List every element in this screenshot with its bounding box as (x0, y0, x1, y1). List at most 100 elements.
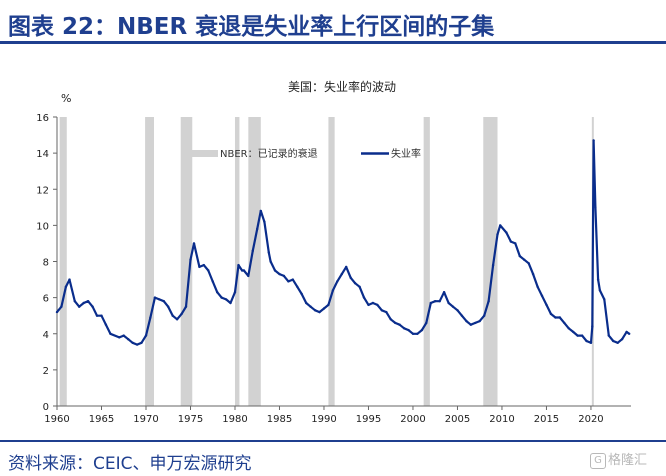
data-point (269, 260, 272, 263)
data-point (563, 321, 566, 325)
x-tick-label: 2020 (578, 414, 603, 425)
data-point (82, 301, 85, 305)
data-point (592, 139, 595, 142)
data-point (394, 321, 397, 325)
source-note: 资料来源：CEIC、申万宏源研究 (8, 454, 252, 474)
data-point (331, 289, 335, 292)
data-point (135, 343, 139, 346)
data-point (313, 309, 317, 312)
data-point (491, 263, 495, 267)
watermark: G 格隆汇 (590, 449, 647, 469)
x-tick-label: 1975 (178, 414, 203, 425)
data-point (591, 325, 594, 328)
data-point (460, 314, 464, 317)
data-point (55, 310, 59, 314)
data-point (607, 334, 610, 337)
data-point (389, 318, 392, 321)
y-tick-label: 8 (43, 258, 49, 269)
data-point (620, 338, 624, 341)
data-point (416, 332, 419, 335)
data-point (425, 321, 428, 325)
data-point (180, 312, 183, 316)
data-point (603, 298, 606, 301)
data-point (580, 334, 584, 337)
data-point (496, 233, 499, 236)
data-point (527, 262, 530, 265)
data-point (509, 240, 513, 243)
data-point (202, 263, 205, 267)
data-point (153, 296, 157, 299)
data-point (545, 303, 548, 307)
recession-bands (59, 117, 594, 406)
x-tick-label: 2010 (489, 414, 514, 425)
y-tick-label: 10 (36, 221, 49, 232)
data-point (398, 323, 401, 326)
legend-series-label: 失业率 (391, 147, 421, 160)
recession-band-2 (180, 117, 193, 406)
data-point (162, 300, 165, 303)
data-point (220, 296, 223, 299)
data-point (211, 280, 214, 283)
data-point (198, 265, 201, 269)
data-point (86, 300, 90, 303)
recession-band-5 (328, 117, 335, 406)
data-point (184, 305, 188, 308)
data-point (628, 332, 631, 335)
data-point (572, 330, 575, 334)
data-point (127, 338, 130, 341)
data-point (420, 328, 424, 332)
data-point (402, 327, 406, 330)
data-point (451, 305, 455, 308)
data-point (256, 227, 259, 231)
x-tick-label: 1960 (44, 414, 69, 425)
x-axis: 1960 1965 1970 1975 1980 1985 1990 1995 2000 2005… (44, 405, 631, 425)
data-point (367, 303, 370, 307)
data-point (447, 301, 450, 305)
data-point (442, 291, 446, 294)
data-point (478, 319, 481, 323)
y-tick-label: 12 (36, 185, 49, 196)
data-point (167, 305, 170, 308)
report-header: 图表 22：NBER 衰退是失业率上行区间的子集 (0, 0, 666, 44)
data-point (140, 341, 143, 344)
data-point (371, 301, 375, 305)
data-point (540, 294, 544, 297)
data-point (322, 307, 326, 310)
series-line-unemployment (56, 139, 630, 346)
x-tick-label: 1970 (133, 414, 158, 425)
x-tick-label: 2015 (534, 414, 559, 425)
data-point (385, 310, 388, 314)
data-point (175, 318, 179, 321)
data-point (278, 272, 281, 276)
y-tick-label: 0 (43, 402, 49, 413)
data-point (68, 278, 71, 281)
recession-band-6 (423, 117, 430, 406)
recession-band-7 (483, 117, 498, 406)
data-point (596, 278, 600, 281)
data-point (91, 305, 94, 308)
data-point (242, 269, 246, 272)
y-axis: 0 2 4 6 8 10 12 14 16 (36, 113, 58, 413)
data-point (531, 272, 535, 276)
recession-band-0 (59, 117, 67, 406)
data-point (224, 298, 228, 301)
x-tick-label: 1985 (267, 414, 292, 425)
figure-title: 图表 22：NBER 衰退是失业率上行区间的子集 (8, 14, 495, 40)
data-point (267, 251, 270, 254)
y-axis-unit: % (61, 92, 71, 105)
data-point (499, 224, 502, 227)
data-point (598, 289, 602, 292)
data-point (216, 291, 219, 294)
data-point (505, 231, 508, 234)
data-point (487, 300, 490, 303)
data-point (616, 341, 619, 344)
data-point (229, 301, 232, 305)
data-point (625, 330, 628, 334)
data-point (340, 272, 343, 276)
data-point (362, 296, 366, 299)
data-point (240, 269, 244, 272)
data-point (429, 301, 432, 305)
data-point (73, 300, 77, 303)
chart-title: 美国：失业率的波动 (288, 79, 396, 94)
